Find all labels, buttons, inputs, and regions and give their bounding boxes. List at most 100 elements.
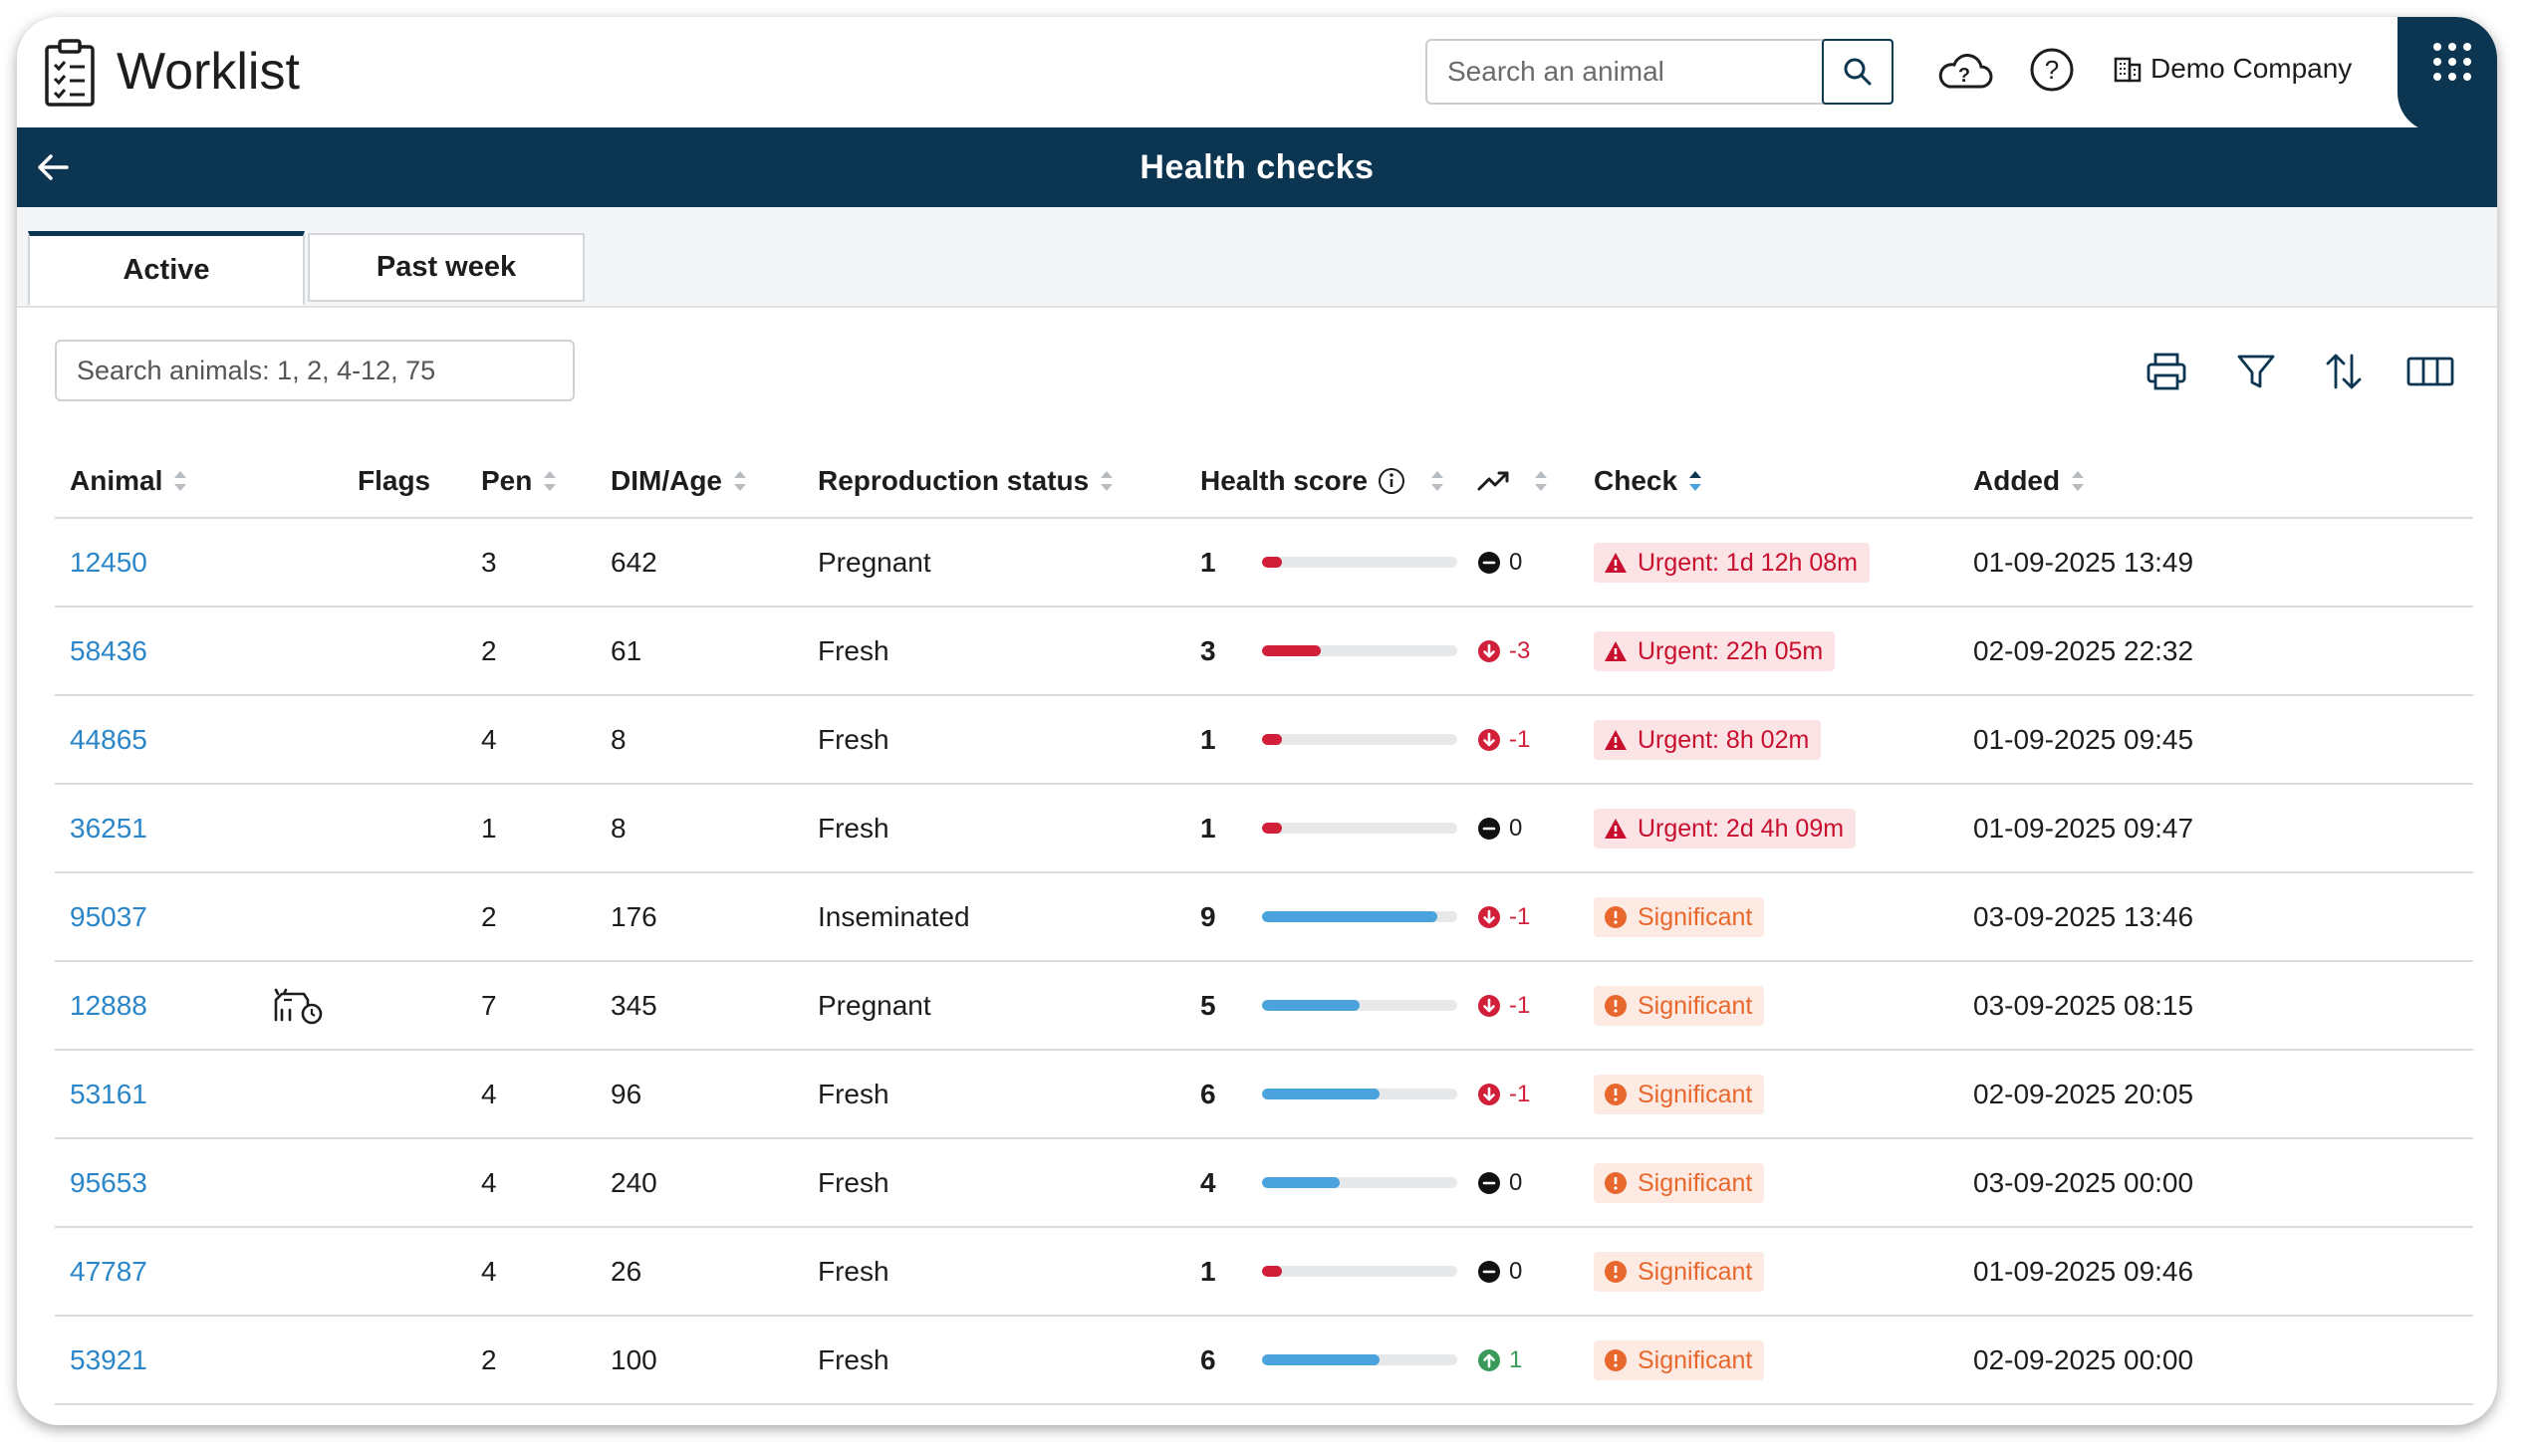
- dim-age-cell: 345: [611, 989, 657, 1021]
- animal-link[interactable]: 53921: [70, 1343, 147, 1375]
- dim-age-cell: 8: [611, 812, 627, 844]
- check-label: Significant: [1638, 991, 1753, 1020]
- health-score-value: 1: [1200, 1255, 1216, 1287]
- health-score-bar: [1262, 645, 1457, 656]
- check-label: Urgent: 1d 12h 08m: [1638, 548, 1858, 577]
- animal-cell: 36982: [70, 1405, 147, 1425]
- table-row[interactable]: 12888 7 345 Pregnant 5 -1 Significant 03-09-202…: [55, 962, 2473, 1051]
- pen-cell: 2: [481, 1343, 497, 1375]
- arrow-down-circle-icon: [1478, 994, 1500, 1017]
- flags-cell: DNB: [358, 1405, 423, 1425]
- animal-link[interactable]: 44865: [70, 723, 147, 755]
- check-badge[interactable]: Urgent: 22h 05m: [1594, 631, 1836, 671]
- health-score-bar: [1262, 1177, 1457, 1188]
- animal-link[interactable]: 36251: [70, 812, 147, 844]
- col-trend[interactable]: [1477, 445, 1549, 517]
- tab-past-week[interactable]: Past week: [308, 233, 585, 302]
- check-badge[interactable]: Urgent: 2d 4h 09m: [1594, 809, 1857, 849]
- reproduction-status-cell: Inseminated: [818, 900, 970, 932]
- added-cell: 03-09-2025 00:00: [1973, 1405, 2193, 1425]
- info-icon[interactable]: [1378, 467, 1405, 495]
- tab-active[interactable]: Active: [28, 231, 305, 306]
- trend-value: -1: [1509, 991, 1531, 1019]
- animal-link[interactable]: 95653: [70, 1166, 147, 1198]
- check-badge[interactable]: Significant: [1594, 1163, 1765, 1203]
- animal-search-input[interactable]: [1427, 41, 1826, 103]
- dim-age-cell: 642: [611, 546, 657, 578]
- check-label: Significant: [1638, 1168, 1753, 1197]
- table-row[interactable]: 95037 2 176 Inseminated 9 -1 Significant 03-09-…: [55, 873, 2473, 962]
- help-icon[interactable]: ?: [2027, 45, 2077, 95]
- company-switcher[interactable]: Demo Company: [2113, 53, 2352, 85]
- animal-link[interactable]: 12450: [70, 546, 147, 578]
- arrow-down-circle-icon: [1478, 639, 1500, 662]
- print-icon[interactable]: [2145, 350, 2188, 393]
- health-score-bar-fill: [1262, 1354, 1380, 1365]
- animal-cell: 12888: [70, 962, 147, 1049]
- warning-triangle-icon: [1605, 641, 1627, 661]
- minus-circle-icon: [1478, 1260, 1500, 1283]
- animal-link[interactable]: 95037: [70, 900, 147, 932]
- table-row[interactable]: 47787 4 26 Fresh 1 0 Significant 01-09-2025 09:…: [55, 1228, 2473, 1317]
- trend-value: -1: [1509, 1080, 1531, 1107]
- health-score-bar: [1262, 1089, 1457, 1099]
- reproduction-status-cell: Pregnant: [818, 989, 931, 1021]
- trend-value: -3: [1509, 636, 1531, 664]
- health-score-value: 9: [1200, 900, 1216, 932]
- trend-value: 0: [1509, 1257, 1523, 1285]
- col-dim-age[interactable]: DIM/Age: [611, 445, 748, 517]
- table-row[interactable]: 44865 4 8 Fresh 1 -1 Urgent: 8h 02m 01-09-2025 …: [55, 696, 2473, 785]
- back-arrow-icon[interactable]: [31, 145, 75, 189]
- col-animal[interactable]: Animal: [70, 445, 188, 517]
- animal-link[interactable]: 58436: [70, 634, 147, 666]
- pen-cell: 7: [481, 989, 497, 1021]
- col-health-score[interactable]: Health score: [1200, 445, 1445, 517]
- cloud-help-icon[interactable]: ?: [1935, 47, 1993, 95]
- reproduction-status-cell: Fresh: [818, 723, 889, 755]
- table-row[interactable]: 12450 3 642 Pregnant 1 0 Urgent: 1d 12h 08m 01-…: [55, 519, 2473, 607]
- table-row[interactable]: 36251 1 8 Fresh 1 0 Urgent: 2d 4h 09m 01-09-202…: [55, 785, 2473, 873]
- table-row[interactable]: 53161 4 96 Fresh 6 -1 Significant 02-09-2025 20…: [55, 1051, 2473, 1139]
- filter-icon[interactable]: [2234, 350, 2278, 393]
- trend-cell: 0: [1477, 785, 1522, 871]
- col-reproduction-status[interactable]: Reproduction status: [818, 445, 1115, 517]
- health-score-value: 6: [1200, 1343, 1216, 1375]
- animal-cell: 36251: [70, 785, 147, 871]
- app-launcher-button[interactable]: [2398, 17, 2497, 132]
- pen-cell: 4: [481, 723, 497, 755]
- sort-asc-icon: [1689, 471, 1702, 491]
- animal-link[interactable]: 53161: [70, 1078, 147, 1109]
- columns-icon[interactable]: [2405, 350, 2455, 393]
- check-badge[interactable]: Significant: [1594, 897, 1765, 937]
- animal-cell: 95653: [70, 1139, 147, 1226]
- col-added[interactable]: Added: [1973, 445, 2086, 517]
- added-cell: 03-09-2025 13:46: [1973, 900, 2194, 932]
- check-badge[interactable]: Significant: [1594, 1075, 1765, 1114]
- animal-filter-input[interactable]: [55, 340, 575, 401]
- company-name: Demo Company: [2150, 53, 2353, 84]
- check-badge[interactable]: Urgent: 1d 12h 08m: [1594, 543, 1870, 583]
- added-cell: 02-09-2025 20:05: [1973, 1078, 2194, 1109]
- animal-cell: 53161: [70, 1051, 147, 1137]
- added-cell: 01-09-2025 09:46: [1973, 1255, 2194, 1287]
- search-button[interactable]: [1822, 39, 1894, 105]
- animal-link[interactable]: 47787: [70, 1255, 147, 1287]
- trend-cell: 0: [1477, 1228, 1522, 1315]
- sort-icon[interactable]: [2322, 350, 2366, 393]
- arrow-down-circle-icon: [1478, 728, 1500, 751]
- trend-cell: 0: [1477, 519, 1522, 606]
- col-score-label: Health score: [1200, 465, 1369, 496]
- table-row[interactable]: 58436 2 61 Fresh 3 -3 Urgent: 22h 05m 02-09-202…: [55, 607, 2473, 696]
- check-badge[interactable]: Significant: [1594, 986, 1765, 1026]
- col-check[interactable]: Check: [1594, 445, 1703, 517]
- health-score-bar: [1262, 1266, 1457, 1277]
- col-pen[interactable]: Pen: [481, 445, 558, 517]
- check-badge[interactable]: Significant: [1594, 1340, 1765, 1380]
- table-row[interactable]: 53921 2 100 Fresh 6 1 Significant 02-09-2025 00…: [55, 1317, 2473, 1405]
- table-row[interactable]: 95653 4 240 Fresh 4 0 Significant 03-09-2025 00…: [55, 1139, 2473, 1228]
- check-badge[interactable]: Urgent: 8h 02m: [1594, 720, 1822, 760]
- animal-link[interactable]: 12888: [70, 989, 147, 1021]
- health-score-bar-fill: [1262, 1266, 1282, 1277]
- check-badge[interactable]: Significant: [1594, 1252, 1765, 1292]
- table-row[interactable]: 36982DNB2388Fresh51Significant03-09-2025…: [55, 1405, 2473, 1425]
